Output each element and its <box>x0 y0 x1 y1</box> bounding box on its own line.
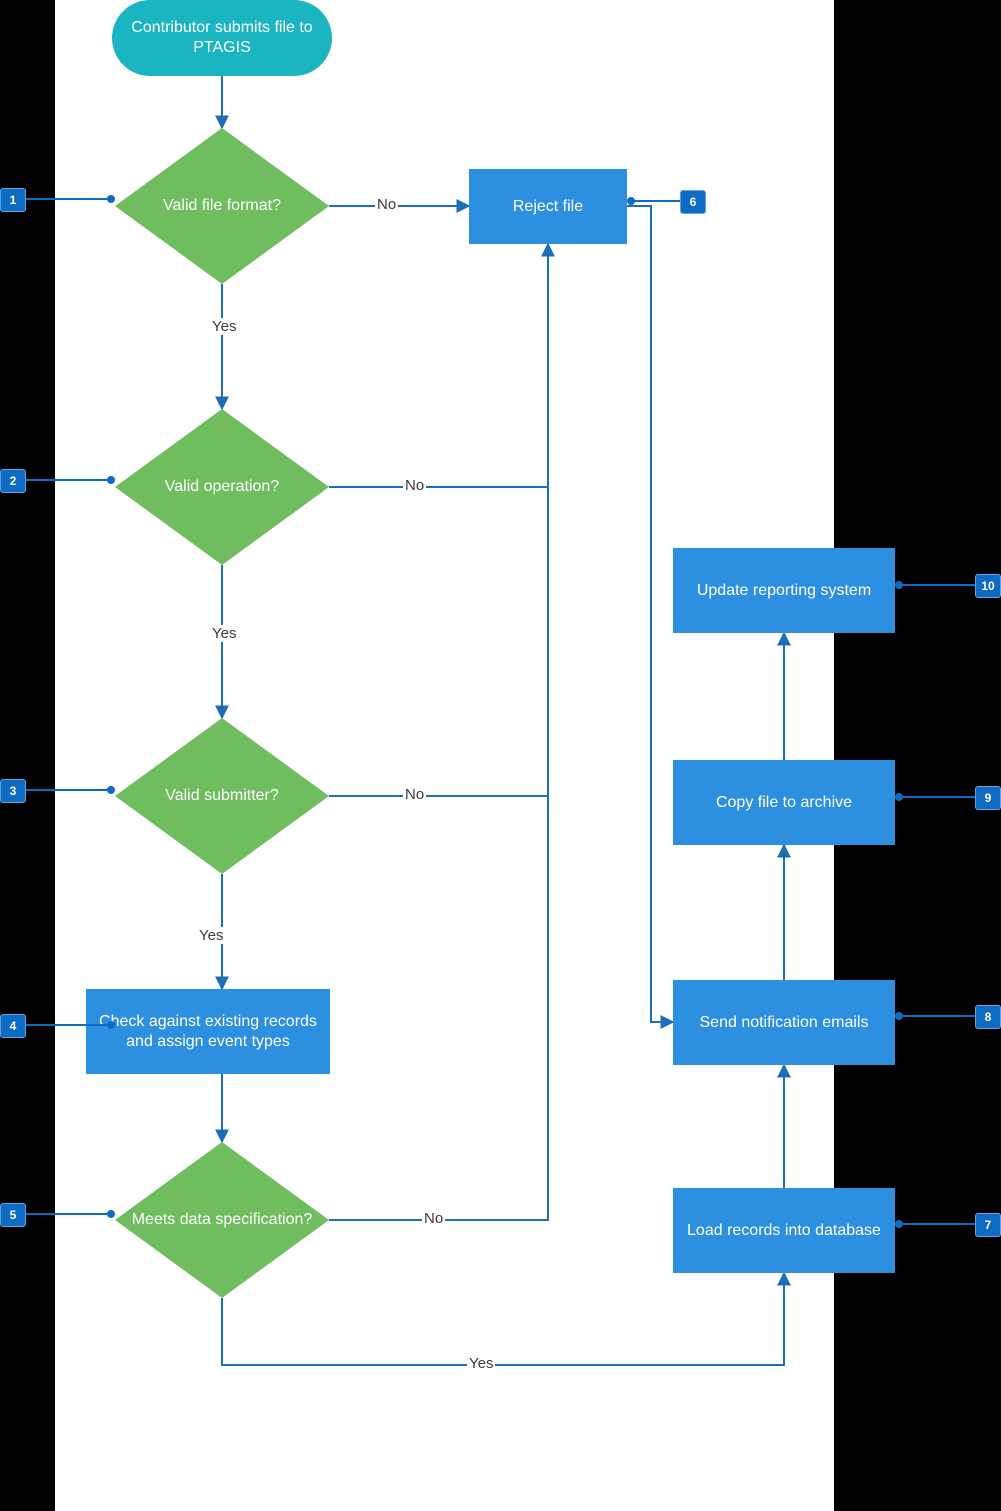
node-p_check <box>86 989 330 1074</box>
callout-9: 9 <box>975 786 1001 810</box>
edge-label-d2-p_reject: No <box>403 477 426 494</box>
callout-1: 1 <box>0 188 26 212</box>
callout-dot <box>107 1210 115 1218</box>
node-p_reject <box>469 169 627 244</box>
node-p_copy <box>673 760 895 845</box>
node-d3 <box>115 718 329 874</box>
edge-label-d4-p_load: Yes <box>467 1355 495 1372</box>
callout-dot <box>107 786 115 794</box>
edge-label-d3-p_reject: No <box>403 786 426 803</box>
node-p_load <box>673 1188 895 1273</box>
node-d1 <box>115 128 329 284</box>
callout-line <box>26 1213 111 1215</box>
callout-line <box>26 789 111 791</box>
node-d4 <box>115 1142 329 1298</box>
callout-dot <box>895 1012 903 1020</box>
flowchart-svg <box>55 0 945 1511</box>
node-start <box>112 0 332 76</box>
callout-line <box>899 1015 975 1017</box>
edge-d2-p_reject <box>329 244 548 487</box>
callout-dot <box>895 1220 903 1228</box>
callout-dot <box>107 1021 115 1029</box>
page: Contributor submits file to PTAGISValid … <box>0 0 1001 1511</box>
edge-p_reject-p_notify <box>627 206 673 1022</box>
callout-line <box>899 796 975 798</box>
callout-dot <box>627 197 635 205</box>
callout-line <box>899 1223 975 1225</box>
callout-10: 10 <box>975 574 1001 598</box>
callout-line <box>631 200 680 202</box>
edge-d4-p_reject <box>329 244 548 1220</box>
callout-dot <box>895 581 903 589</box>
node-d2 <box>115 409 329 565</box>
callout-4: 4 <box>0 1014 26 1038</box>
edge-d4-p_load <box>222 1273 784 1365</box>
edge-label-d1-d2: Yes <box>210 318 238 335</box>
callout-dot <box>107 476 115 484</box>
callout-7: 7 <box>975 1213 1001 1237</box>
callout-line <box>26 479 111 481</box>
node-p_notify <box>673 980 895 1065</box>
edge-label-d3-p_check: Yes <box>197 927 225 944</box>
flowchart-canvas: Contributor submits file to PTAGISValid … <box>55 0 834 1511</box>
callout-8: 8 <box>975 1005 1001 1029</box>
edge-label-d1-p_reject: No <box>375 196 398 213</box>
callout-line <box>26 1024 111 1026</box>
edge-label-d4-p_reject: No <box>422 1210 445 1227</box>
callout-dot <box>107 195 115 203</box>
node-p_update <box>673 548 895 633</box>
callout-line <box>899 584 975 586</box>
edge-d3-p_reject <box>329 244 548 796</box>
callout-3: 3 <box>0 779 26 803</box>
callout-dot <box>895 793 903 801</box>
callout-6: 6 <box>680 190 706 214</box>
edge-label-d2-d3: Yes <box>210 625 238 642</box>
callout-2: 2 <box>0 469 26 493</box>
callout-line <box>26 198 111 200</box>
callout-5: 5 <box>0 1203 26 1227</box>
